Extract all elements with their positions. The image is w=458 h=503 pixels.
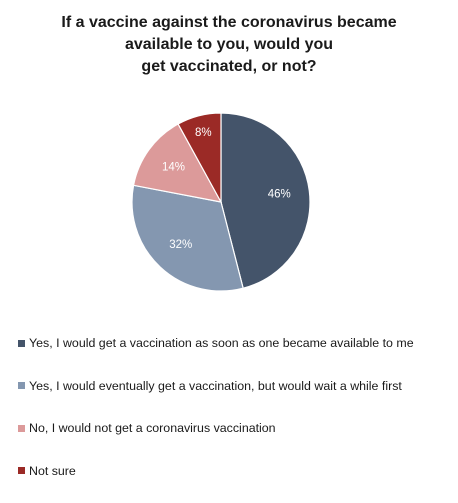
legend-label: Yes, I would get a vaccination as soon a… [29,336,414,350]
chart-title-line: available to you, would you [124,36,334,53]
chart-title: If a vaccine against the coronavirus bec… [60,12,398,78]
pie-slice [131,184,244,292]
legend-item: Not sure [18,461,448,481]
legend-item: No, I would not get a coronavirus vaccin… [18,418,448,438]
pie-slice [177,112,222,203]
slice-data-label: 46% [268,189,291,201]
chart-title-line: get vaccinated, or not? [141,58,317,75]
legend-swatch [18,467,25,474]
legend-swatch [18,382,25,389]
pie-slice [220,112,311,289]
slice-data-label: 14% [162,161,185,173]
slice-data-label: 8% [195,127,212,139]
legend-label: Yes, I would eventually get a vaccinatio… [29,378,402,393]
legend: Yes, I would get a vaccination as soon a… [18,333,448,503]
legend-swatch [18,424,25,432]
pie-slice [132,123,223,203]
legend-swatch [18,339,25,347]
chart-title-line: If a vaccine against the coronavirus bec… [61,14,397,31]
legend-item: Yes, I would eventually get a vaccinatio… [18,376,448,396]
legend-label: No, I would not get a coronavirus vaccin… [29,421,276,435]
pie-chart: 46% 32% 14% 8% [131,112,311,292]
legend-item: Yes, I would get a vaccination as soon a… [18,333,448,353]
legend-label: Not sure [29,463,76,478]
slice-data-label: 32% [169,239,192,251]
